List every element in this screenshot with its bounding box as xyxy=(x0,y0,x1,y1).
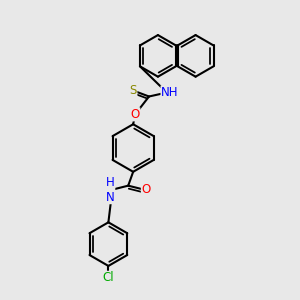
Text: S: S xyxy=(130,84,137,97)
Text: NH: NH xyxy=(161,86,178,99)
Text: Cl: Cl xyxy=(103,271,114,284)
Text: H
N: H N xyxy=(106,176,115,204)
Text: O: O xyxy=(141,183,151,196)
Text: O: O xyxy=(130,108,140,121)
